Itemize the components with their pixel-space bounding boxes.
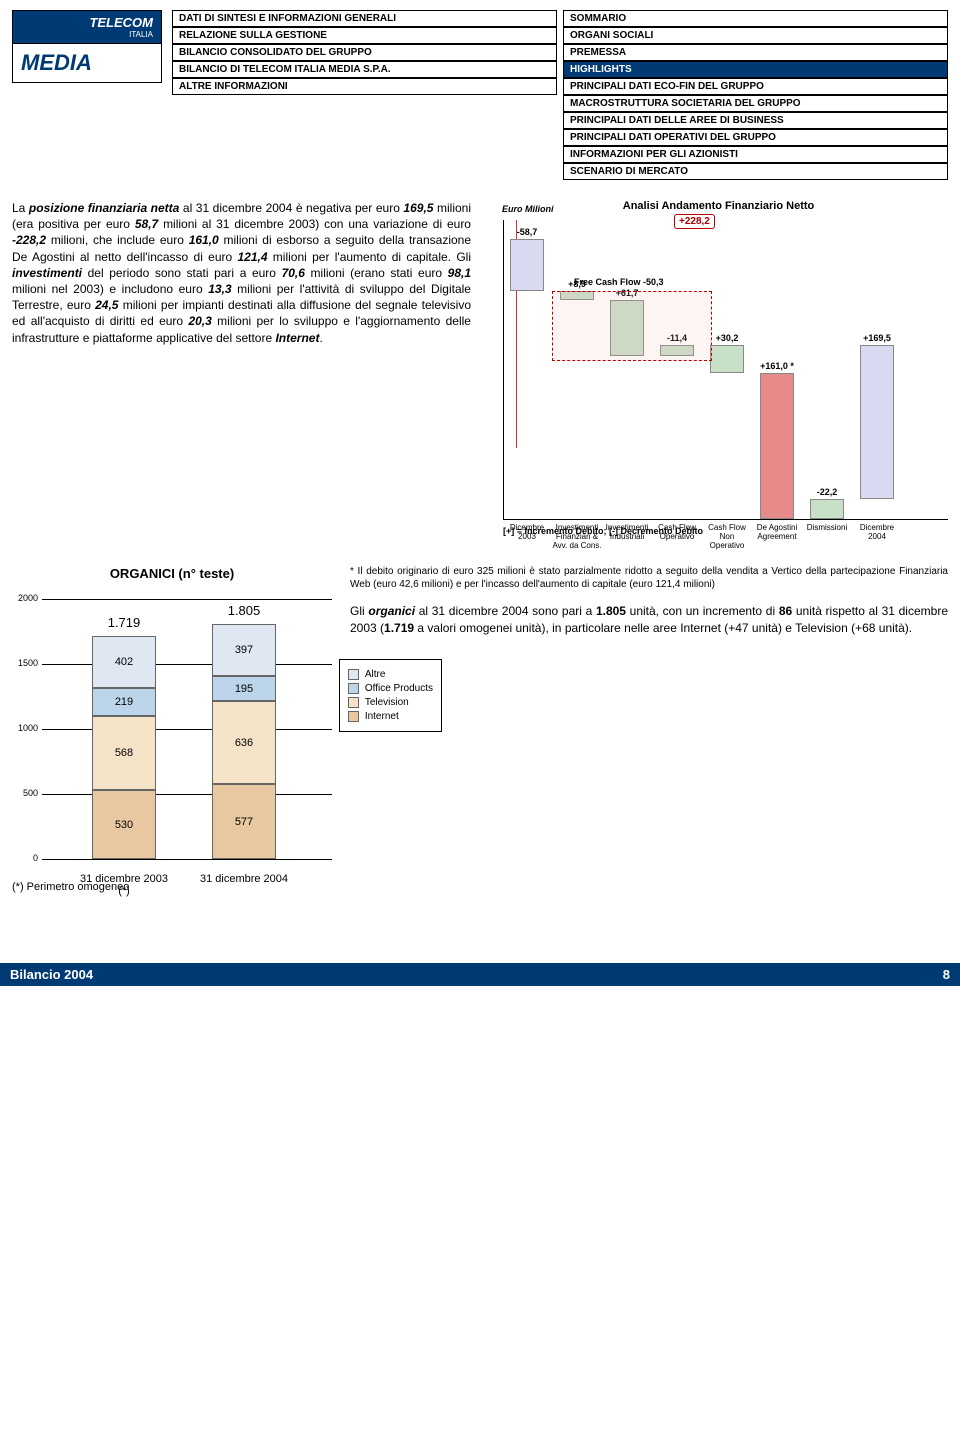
organici-chart: 05001000150020004022195685301.71931 dice… <box>42 589 332 869</box>
nav-tables: DATI DI SINTESI E INFORMAZIONI GENERALIR… <box>172 10 948 180</box>
nav-left: DATI DI SINTESI E INFORMAZIONI GENERALIR… <box>172 10 557 180</box>
main-paragraph: La posizione finanziaria netta al 31 dic… <box>12 200 471 346</box>
stack-segment: 219 <box>92 688 156 716</box>
nav-item[interactable]: HIGHLIGHTS <box>563 61 948 78</box>
stack-segment: 568 <box>92 716 156 790</box>
stack-xlabel: 31 dicembre 2003 (*) <box>74 873 174 897</box>
waterfall-xlabel: Cash Flow Operativo <box>652 524 702 542</box>
waterfall-bar <box>710 345 744 373</box>
waterfall-xlabel: Dismissioni <box>802 524 852 533</box>
waterfall-bar <box>510 239 544 291</box>
nav-right: SOMMARIOORGANI SOCIALIPREMESSAHIGHLIGHTS… <box>563 10 948 180</box>
asterisk-note: * Il debito originario di euro 325 milio… <box>350 566 948 591</box>
nav-item[interactable]: PRINCIPALI DATI DELLE AREE DI BUSINESS <box>563 112 948 129</box>
waterfall-bar <box>760 373 794 519</box>
waterfall-bar <box>810 499 844 519</box>
nav-item[interactable]: INFORMAZIONI PER GLI AZIONISTI <box>563 146 948 163</box>
logo-media: MEDIA <box>12 44 162 83</box>
waterfall-bar <box>860 345 894 499</box>
waterfall-xlabel: Cash Flow Non Operativo <box>702 524 752 550</box>
nav-item[interactable]: DATI DI SINTESI E INFORMAZIONI GENERALI <box>172 10 557 27</box>
stack-segment: 636 <box>212 701 276 784</box>
nav-item[interactable]: PRINCIPALI DATI OPERATIVI DEL GRUPPO <box>563 129 948 146</box>
logo-small: ITALIA <box>21 30 153 39</box>
stack-bar: 402219568530 <box>92 636 156 859</box>
logo: TELECOM ITALIA MEDIA <box>12 10 162 180</box>
logo-top: TELECOM <box>89 15 153 30</box>
waterfall-value: +161,0 * <box>752 361 802 371</box>
logo-telecom: TELECOM ITALIA <box>12 10 162 44</box>
organici-title: ORGANICI (n° teste) <box>12 566 332 581</box>
nav-item[interactable]: SCENARIO DI MERCATO <box>563 163 948 180</box>
stack-segment: 397 <box>212 624 276 676</box>
footer: Bilancio 2004 8 <box>0 963 960 986</box>
footer-left: Bilancio 2004 <box>10 967 93 982</box>
waterfall-xlabel: De Agostini Agreement <box>752 524 802 542</box>
stack-segment: 195 <box>212 676 276 701</box>
waterfall-chart: Euro Milioni +228,2-58,7Dicembre 2003+8,… <box>503 220 948 520</box>
organici-paragraph: Gli organici al 31 dicembre 2004 sono pa… <box>350 603 948 637</box>
nav-item[interactable]: RELAZIONE SULLA GESTIONE <box>172 27 557 44</box>
legend: AltreOffice ProductsTelevisionInternet <box>339 659 442 732</box>
fcf-label: Free Cash Flow -50,3 <box>574 277 664 287</box>
stack-bar: 397195636577 <box>212 624 276 859</box>
nav-item[interactable]: PREMESSA <box>563 44 948 61</box>
nav-item[interactable]: BILANCIO DI TELECOM ITALIA MEDIA S.P.A. <box>172 61 557 78</box>
nav-item[interactable]: BILANCIO CONSOLIDATO DEL GRUPPO <box>172 44 557 61</box>
stack-total: 1.719 <box>84 615 164 630</box>
waterfall-xlabel: Dicembre 2004 <box>852 524 902 542</box>
waterfall-xlabel: Investimenti Industriali <box>602 524 652 542</box>
stack-segment: 530 <box>92 790 156 859</box>
stack-total: 1.805 <box>204 603 284 618</box>
y-label: Euro Milioni <box>502 204 554 214</box>
waterfall-value: +169,5 <box>852 333 902 343</box>
nav-item[interactable]: ORGANI SOCIALI <box>563 27 948 44</box>
waterfall-title: Analisi Andamento Finanziario Netto <box>489 200 948 212</box>
waterfall-value: -22,2 <box>802 487 852 497</box>
nav-item[interactable]: ALTRE INFORMAZIONI <box>172 78 557 95</box>
waterfall-value: -58,7 <box>502 227 552 237</box>
nav-item[interactable]: SOMMARIO <box>563 10 948 27</box>
header: TELECOM ITALIA MEDIA DATI DI SINTESI E I… <box>12 10 948 180</box>
waterfall-xlabel: Dicembre 2003 <box>502 524 552 542</box>
waterfall-xlabel: Investimenti Finanziari & Avv. da Cons. <box>552 524 602 550</box>
stack-segment: 577 <box>212 784 276 859</box>
stack-segment: 402 <box>92 636 156 688</box>
stack-xlabel: 31 dicembre 2004 <box>194 873 294 885</box>
footer-right: 8 <box>943 967 950 982</box>
nav-item[interactable]: MACROSTRUTTURA SOCIETARIA DEL GRUPPO <box>563 95 948 112</box>
nav-item[interactable]: PRINCIPALI DATI ECO-FIN DEL GRUPPO <box>563 78 948 95</box>
